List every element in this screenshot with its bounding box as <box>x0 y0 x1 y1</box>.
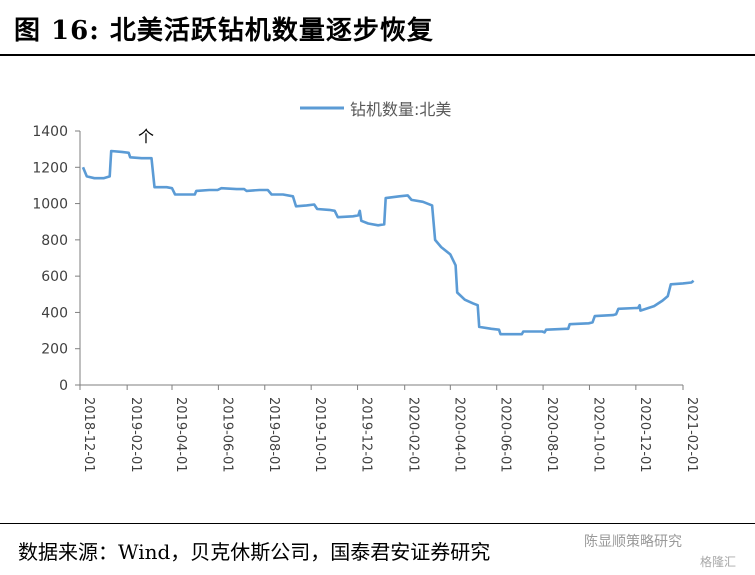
y-tick-label: 1200 <box>32 160 68 176</box>
x-tick-label: 2020-06-01 <box>498 397 513 473</box>
x-tick-label: 2019-10-01 <box>312 397 327 473</box>
y-tick-label: 800 <box>41 233 68 249</box>
legend-label: 钻机数量:北美 <box>350 100 451 119</box>
x-tick-label: 2020-12-01 <box>637 397 652 473</box>
page-title: 图 16: 北美活跃钻机数量逐步恢复 <box>14 16 434 46</box>
x-tick-label: 2019-02-01 <box>128 397 143 473</box>
x-tick-label: 2019-12-01 <box>359 397 374 473</box>
y-tick-label: 1400 <box>32 124 68 140</box>
y-axis: 0 200 400 600 800 1000 1200 1400 <box>32 124 81 394</box>
watermark-text: 陈显顺策略研究 <box>584 534 682 550</box>
series-line <box>81 149 695 336</box>
x-tick-label: 2020-02-01 <box>406 397 421 473</box>
y-tick-label: 400 <box>41 305 68 321</box>
x-tick-label: 2019-08-01 <box>266 397 281 473</box>
x-tick-label: 2021-02-01 <box>684 397 699 473</box>
y-tick-label: 600 <box>41 269 68 285</box>
y-tick-label: 0 <box>59 378 68 394</box>
x-axis: 2018-12-01 2019-02-01 2019-04-01 2019-06-01… <box>79 384 699 473</box>
bottom-rule <box>0 523 755 524</box>
y-tick-label: 1000 <box>32 197 68 213</box>
x-tick-label: 2020-08-01 <box>544 397 559 473</box>
x-tick-label: 2020-10-01 <box>590 397 605 473</box>
legend: 钻机数量:北美 <box>300 100 451 119</box>
x-tick-label: 2019-04-01 <box>173 397 188 473</box>
x-tick-label: 2020-04-01 <box>451 397 466 473</box>
line-chart: 钻机数量:北美 个 0 200 400 600 800 1000 1200 1400 2018… <box>32 100 699 473</box>
chart-annotation: 个 <box>138 127 154 146</box>
x-tick-label: 2019-06-01 <box>219 397 234 473</box>
watermark-logo-text: 格隆汇 <box>700 555 737 569</box>
x-tick-label: 2018-12-01 <box>81 397 96 473</box>
series-group <box>81 149 695 336</box>
y-tick-label: 200 <box>41 342 68 358</box>
top-rule <box>0 54 755 56</box>
source-note: 数据来源：Wind，贝克休斯公司，国泰君安证券研究 <box>18 540 491 564</box>
